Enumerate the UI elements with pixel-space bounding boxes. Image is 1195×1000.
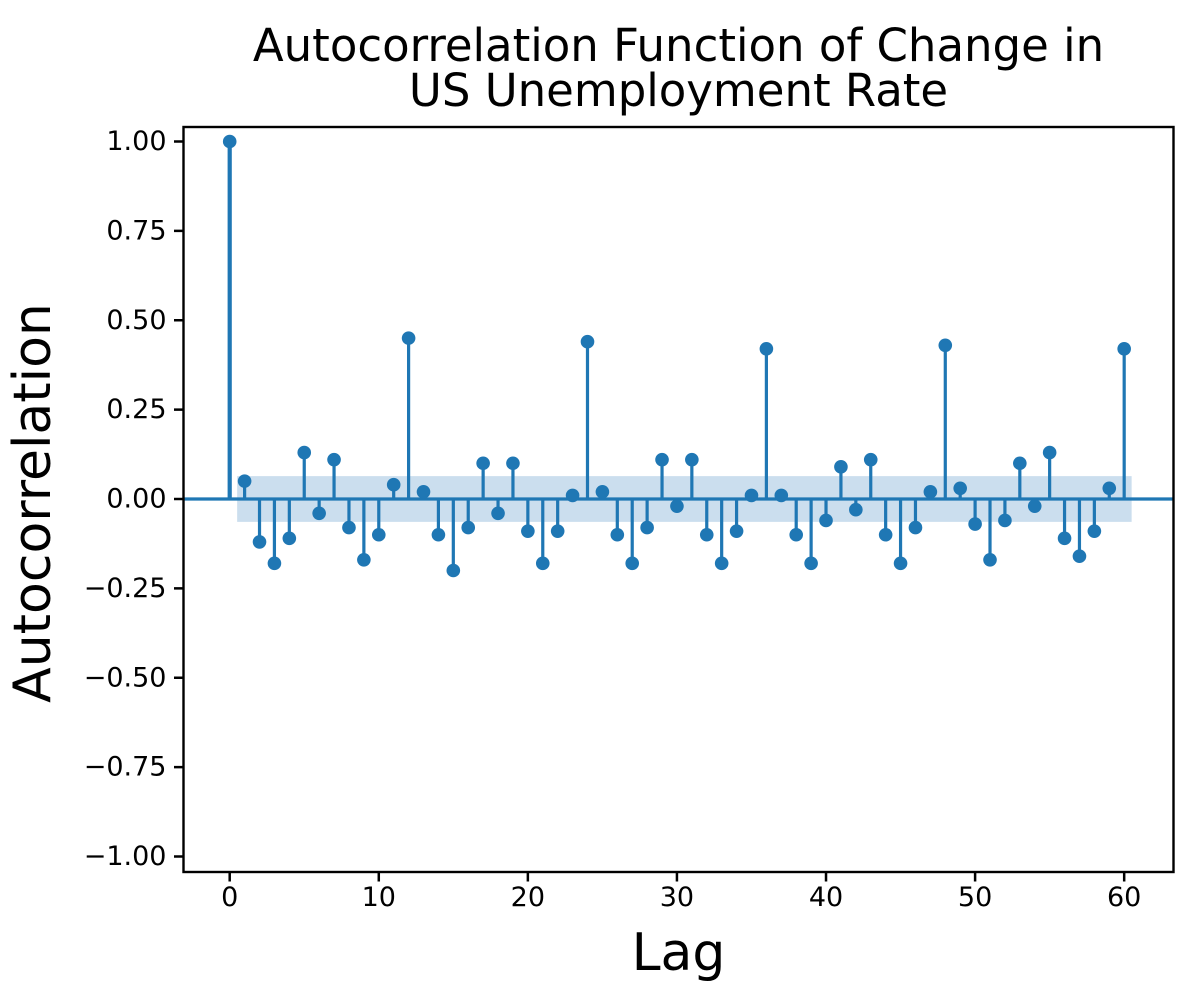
y-tick-label: −0.75 xyxy=(84,752,167,783)
stem-marker xyxy=(878,527,893,542)
markers-group xyxy=(222,134,1131,578)
stem-marker xyxy=(252,535,267,549)
stem-marker xyxy=(491,506,505,521)
stem-marker xyxy=(789,527,804,542)
stem-marker xyxy=(640,520,654,535)
stem-marker xyxy=(461,520,476,535)
stem-marker xyxy=(863,452,878,467)
stem-marker xyxy=(953,481,967,496)
stem-marker xyxy=(580,334,595,349)
stem-marker xyxy=(804,556,818,571)
stem-marker xyxy=(371,527,386,542)
stem-marker xyxy=(744,488,759,503)
x-ticks-group: 0 10 20 30 40 50 60 xyxy=(221,872,1141,913)
stem-marker xyxy=(1102,481,1117,496)
x-tick-label: 50 xyxy=(958,882,992,913)
stem-marker xyxy=(849,502,863,517)
stem-marker xyxy=(1013,456,1027,471)
stem-marker xyxy=(476,456,490,471)
stem-marker xyxy=(923,485,938,499)
y-axis-label: Autocorrelation xyxy=(3,303,63,703)
stem-marker xyxy=(1087,524,1102,538)
y-tick-label: 0.50 xyxy=(106,305,166,336)
stem-marker xyxy=(774,488,789,503)
stem-marker xyxy=(1027,499,1042,513)
stem-marker xyxy=(506,456,520,471)
stem-marker xyxy=(938,338,953,353)
x-tick-label: 30 xyxy=(660,882,694,913)
stem-marker xyxy=(819,513,833,528)
stem-marker xyxy=(729,524,744,538)
stem-marker xyxy=(834,460,848,474)
stem-marker xyxy=(297,445,312,460)
stem-marker xyxy=(685,452,699,467)
stem-marker xyxy=(670,499,684,513)
stem-marker xyxy=(357,552,371,567)
stem-marker xyxy=(416,485,431,499)
y-tick-label: 0.00 xyxy=(106,484,166,515)
stem-marker xyxy=(342,520,356,535)
stem-marker xyxy=(908,520,923,535)
x-tick-label: 40 xyxy=(809,882,843,913)
stem-marker xyxy=(446,563,461,578)
stem-marker xyxy=(699,527,714,542)
stem-marker xyxy=(625,556,640,571)
stem-marker xyxy=(550,524,565,538)
stem-marker xyxy=(401,331,416,345)
stem-marker xyxy=(595,485,610,499)
stem-marker xyxy=(1057,531,1072,546)
x-tick-label: 20 xyxy=(511,882,545,913)
stem-marker xyxy=(998,513,1012,528)
stem-marker xyxy=(237,474,252,488)
chart-title-line2: US Unemployment Rate xyxy=(409,64,948,117)
y-ticks-group: 1.00 0.75 0.50 0.25 0.00 −0.25 −0.50 −0.75 −1.00 xyxy=(84,126,184,872)
x-tick-label: 60 xyxy=(1107,882,1141,913)
y-tick-label: −0.25 xyxy=(84,573,167,604)
stem-marker xyxy=(535,556,550,571)
stem-marker xyxy=(267,556,282,571)
stem-marker xyxy=(610,527,625,542)
stem-marker xyxy=(222,134,237,149)
x-axis-label: Lag xyxy=(632,923,726,983)
stem-marker xyxy=(431,527,446,542)
x-tick-label: 10 xyxy=(362,882,396,913)
stem-marker xyxy=(893,556,908,571)
stem-marker xyxy=(386,477,401,492)
stem-marker xyxy=(968,517,982,531)
x-tick-label: 0 xyxy=(221,882,238,913)
stem-marker xyxy=(521,524,535,538)
stem-marker xyxy=(1042,445,1057,460)
y-tick-label: 0.75 xyxy=(106,215,166,246)
stem-marker xyxy=(282,531,297,546)
y-tick-label: −0.50 xyxy=(84,662,167,693)
stem-marker xyxy=(655,452,669,467)
chart-title-line1: Autocorrelation Function of Change in xyxy=(253,19,1104,72)
stem-marker xyxy=(983,552,997,567)
y-tick-label: 0.25 xyxy=(106,394,166,425)
stem-marker xyxy=(714,556,729,571)
stem-marker xyxy=(312,506,326,521)
stem-marker xyxy=(1117,342,1131,356)
y-tick-label: −1.00 xyxy=(84,841,167,872)
stem-marker xyxy=(759,342,774,356)
stem-marker xyxy=(1072,549,1087,563)
y-tick-label: 1.00 xyxy=(106,126,166,157)
stem-marker xyxy=(565,488,580,503)
stem-marker xyxy=(327,452,341,467)
